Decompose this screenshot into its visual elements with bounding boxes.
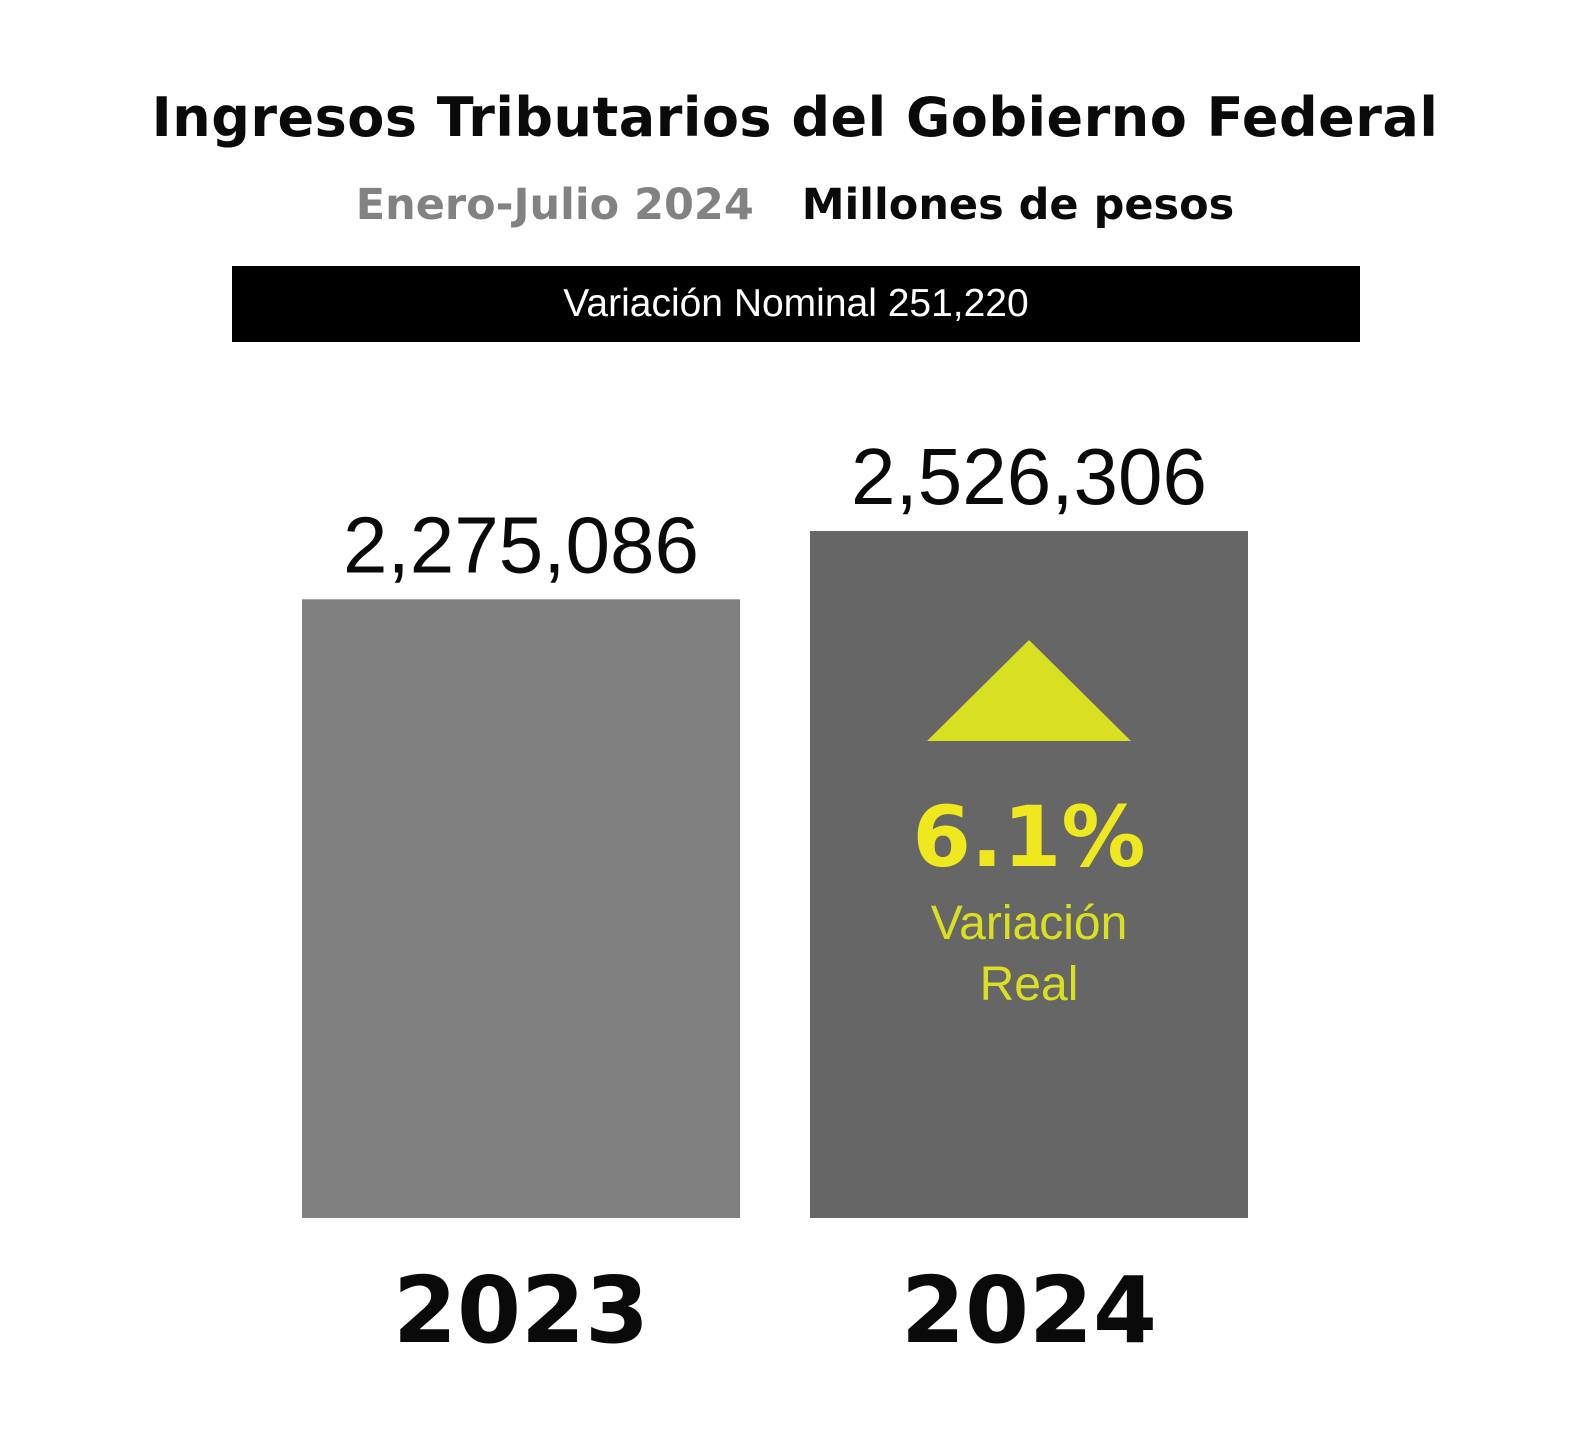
subtitle-unit: Millones de pesos: [801, 180, 1235, 230]
chart-title: Ingresos Tributarios del Gobierno Federa…: [151, 86, 1439, 149]
nominal-variation-banner: Variación Nominal 251,220: [232, 266, 1360, 342]
up-triangle-icon: [927, 640, 1131, 741]
value-label-2024: 2,526,306: [851, 432, 1207, 521]
real-variation-value: 6.1%: [913, 788, 1146, 886]
value-label-2023: 2,275,086: [343, 500, 699, 589]
bar-2023: [302, 599, 740, 1218]
real-variation-label-line2: Real: [980, 958, 1079, 1011]
subtitle: Enero-Julio 2024 Millones de pesos: [0, 180, 1590, 232]
subtitle-period: Enero-Julio 2024: [355, 180, 754, 230]
real-variation-label-line1: Variación: [931, 897, 1128, 950]
category-label-2023: 2023: [393, 1257, 649, 1364]
category-label-2024: 2024: [901, 1257, 1157, 1364]
